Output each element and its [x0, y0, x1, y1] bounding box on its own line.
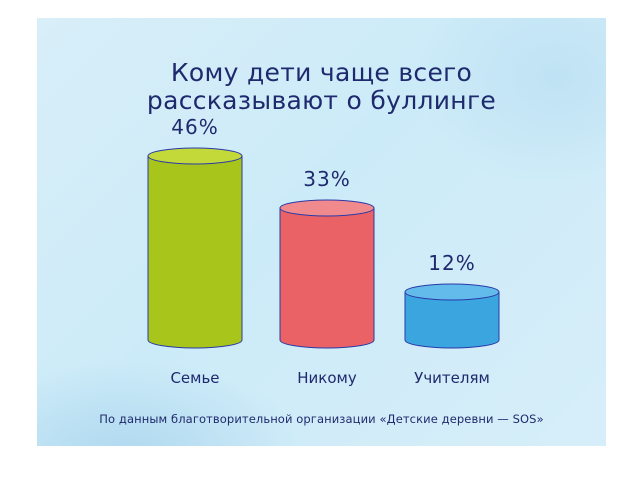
bar-top-1: [279, 199, 375, 217]
infographic-card: Кому дети чаще всего рассказывают о булл…: [37, 18, 606, 446]
bar-2: [404, 291, 500, 349]
data-label-1: 33%: [303, 167, 350, 191]
category-label-0: Семье: [170, 369, 219, 387]
data-label-0: 46%: [171, 115, 218, 139]
category-label-1: Никому: [297, 369, 357, 387]
bar-top-2: [404, 283, 500, 301]
bar-1: [279, 207, 375, 349]
chart-title-line-2: рассказывают о буллинге: [146, 86, 497, 115]
chart-title-line-1: Кому дети чаще всего: [170, 58, 473, 87]
data-label-2: 12%: [428, 251, 475, 275]
category-label-2: Учителям: [414, 369, 490, 387]
bar-0: [147, 155, 243, 349]
bar-top-0: [147, 147, 243, 165]
source-note: По данным благотворительной организации …: [99, 412, 544, 426]
bar-chart: 46% Семье 33% Никому 12% Учителям: [147, 115, 500, 387]
